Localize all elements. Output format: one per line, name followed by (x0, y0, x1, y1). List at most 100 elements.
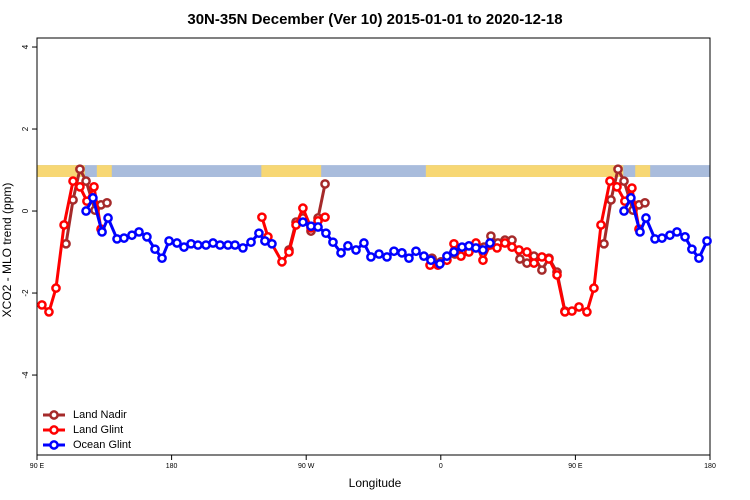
legend-label: Land Glint (73, 424, 123, 436)
point (640, 197, 650, 208)
y-tick-label: 0 (21, 208, 30, 213)
x-tick-label: 180 (704, 463, 716, 470)
point (500, 238, 510, 248)
point (613, 164, 623, 175)
legend-marker (49, 440, 59, 450)
point (298, 203, 308, 214)
point (238, 243, 248, 253)
point (215, 240, 225, 250)
point (589, 283, 599, 293)
y-axis-label: XCO2 - MLO trend (ppm) (0, 183, 14, 318)
series-line (64, 167, 646, 312)
point (626, 193, 636, 203)
point (134, 227, 144, 237)
point (75, 164, 85, 175)
point (81, 176, 91, 186)
point (552, 270, 562, 280)
point (150, 244, 160, 255)
point (254, 228, 264, 239)
point (411, 246, 421, 257)
point (687, 244, 697, 255)
x-tick-label: 0 (439, 463, 443, 470)
point (574, 302, 584, 312)
y-tick-label: -4 (21, 371, 30, 379)
point (627, 183, 637, 193)
point (61, 238, 71, 249)
point (657, 233, 667, 243)
point (102, 197, 112, 208)
point (277, 257, 287, 267)
point (81, 206, 91, 216)
point (336, 248, 346, 258)
land-band (261, 165, 322, 177)
point (529, 258, 539, 268)
point (702, 236, 712, 246)
point (485, 238, 495, 248)
point (257, 212, 267, 223)
point (514, 245, 524, 255)
y-tick-label: 4 (21, 44, 30, 49)
point (605, 176, 615, 186)
y-tick-label: -2 (21, 289, 30, 297)
point (119, 233, 129, 243)
point (397, 248, 407, 258)
point (456, 251, 466, 261)
point (246, 237, 256, 248)
point (51, 283, 61, 293)
point (103, 213, 113, 223)
point (492, 243, 502, 253)
point (426, 255, 436, 266)
point (366, 252, 376, 262)
point (351, 245, 361, 255)
point (537, 265, 547, 275)
point (88, 193, 98, 203)
point (343, 241, 353, 251)
x-tick-label: 90 E (30, 463, 45, 470)
point (635, 227, 645, 237)
point (478, 245, 488, 255)
legend-label: Ocean Glint (73, 439, 131, 451)
point (193, 240, 203, 250)
point (284, 247, 294, 257)
point (599, 238, 609, 249)
point (164, 236, 174, 246)
point (157, 253, 167, 264)
point (404, 253, 414, 264)
point (515, 254, 525, 264)
point (37, 300, 47, 310)
land-band (37, 165, 85, 177)
point (172, 238, 182, 248)
point (267, 238, 277, 249)
land-band (635, 165, 651, 177)
point (359, 238, 369, 248)
point (449, 238, 459, 249)
point (68, 176, 78, 186)
point (89, 181, 99, 192)
point (612, 181, 622, 192)
series-line (40, 179, 641, 314)
point (44, 307, 54, 317)
land-band (96, 165, 112, 177)
point (680, 232, 690, 242)
legend-marker (49, 425, 59, 435)
point (374, 249, 384, 259)
plot-frame (36, 37, 711, 456)
x-tick-label: 180 (166, 463, 178, 470)
legend-marker (49, 410, 59, 420)
point (313, 222, 323, 232)
point (298, 217, 308, 227)
point (435, 259, 445, 269)
point (582, 307, 592, 317)
point (389, 246, 399, 257)
point (320, 212, 330, 223)
point (522, 247, 532, 257)
x-axis-label: Longitude (349, 476, 402, 490)
x-tick-label: 90 E (568, 463, 583, 470)
point (419, 251, 429, 261)
point (320, 179, 330, 189)
point (382, 252, 392, 262)
point (694, 253, 704, 264)
point (328, 237, 338, 248)
legend-label: Land Nadir (73, 409, 127, 421)
